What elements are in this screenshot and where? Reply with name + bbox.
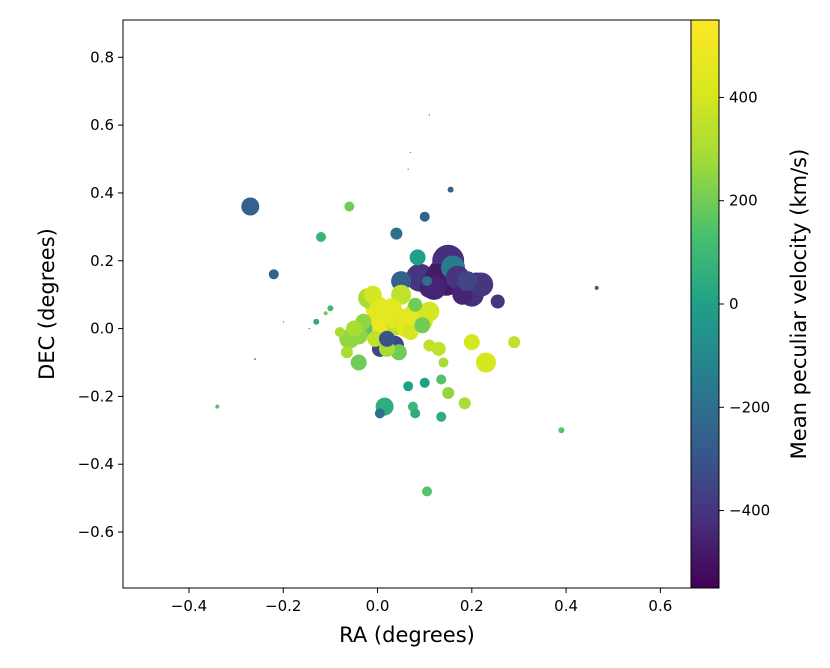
data-point (350, 354, 367, 371)
data-point (423, 339, 436, 352)
y-axis: −0.6 −0.4 −0.2 0.0 0.2 0.4 0.6 0.8 (78, 48, 123, 541)
colorbar-tick-label: −200 (729, 398, 770, 416)
x-tick-label: −0.2 (265, 597, 301, 615)
x-tick-label: 0.2 (460, 597, 484, 615)
colorbar-tick-label: 200 (729, 192, 758, 210)
y-tick-label: 0.8 (90, 48, 114, 66)
data-point (508, 336, 521, 349)
data-point (367, 330, 384, 347)
data-point (442, 387, 455, 399)
data-point (316, 232, 326, 242)
data-point (436, 411, 447, 422)
data-point-tiny (282, 321, 284, 323)
colorbar (690, 19, 720, 589)
data-point (363, 285, 382, 304)
data-point (490, 294, 505, 309)
data-point (390, 227, 403, 240)
data-point (408, 297, 423, 312)
data-point (374, 408, 385, 419)
data-point (327, 305, 334, 312)
data-point (379, 330, 395, 347)
data-point (268, 269, 279, 280)
data-point (458, 397, 471, 410)
data-point (344, 201, 355, 212)
colorbar-tick-label: 400 (729, 88, 758, 106)
data-point-tiny (409, 151, 412, 153)
y-axis-label: DEC (degrees) (35, 228, 59, 380)
data-point (457, 271, 478, 292)
data-point (476, 352, 496, 373)
data-point (594, 285, 599, 290)
data-point (215, 404, 220, 409)
colorbar-tick-label: −400 (729, 502, 770, 520)
data-point-tiny (308, 328, 310, 330)
y-tick-label: −0.2 (78, 387, 114, 405)
data-point (463, 334, 480, 351)
data-point (419, 211, 430, 222)
data-point (340, 346, 353, 359)
data-points (215, 114, 599, 497)
colorbar-axis: −400 −200 0 200 400 (719, 88, 770, 520)
data-point (558, 427, 565, 434)
data-point (409, 249, 426, 266)
y-tick-label: −0.4 (78, 455, 114, 473)
x-axis: −0.4 −0.2 0.0 0.2 0.4 0.6 (171, 588, 672, 615)
data-point (346, 320, 362, 337)
x-tick-label: 0.4 (554, 597, 578, 615)
y-tick-label: 0.0 (90, 320, 114, 338)
data-point (419, 377, 430, 388)
plot-frame (122, 19, 692, 589)
data-point (323, 311, 328, 316)
x-tick-label: 0.6 (648, 597, 672, 615)
data-point-tiny (407, 168, 409, 170)
x-axis-label: RA (degrees) (339, 623, 475, 647)
data-point (422, 276, 432, 287)
x-tick-label: 0.0 (366, 597, 390, 615)
y-tick-label: 0.4 (90, 184, 114, 202)
data-point (381, 298, 402, 319)
data-point (403, 381, 414, 392)
data-point (436, 374, 447, 385)
data-point (334, 327, 345, 337)
data-point (313, 318, 320, 325)
data-point-tiny (428, 114, 430, 116)
colorbar-label: Mean peculiar velocity (km/s) (787, 149, 811, 460)
data-point (241, 197, 260, 216)
y-tick-label: −0.6 (78, 523, 114, 541)
data-point (369, 300, 386, 317)
y-tick-label: 0.6 (90, 116, 114, 134)
data-point (438, 357, 449, 368)
x-tick-label: −0.4 (171, 597, 207, 615)
data-point (402, 324, 419, 340)
data-point (254, 358, 256, 361)
y-tick-label: 0.2 (90, 252, 114, 270)
colorbar-tick-label: 0 (729, 295, 739, 313)
data-point (414, 317, 431, 334)
data-point (410, 408, 421, 419)
data-point (422, 486, 432, 497)
data-point (447, 186, 454, 193)
